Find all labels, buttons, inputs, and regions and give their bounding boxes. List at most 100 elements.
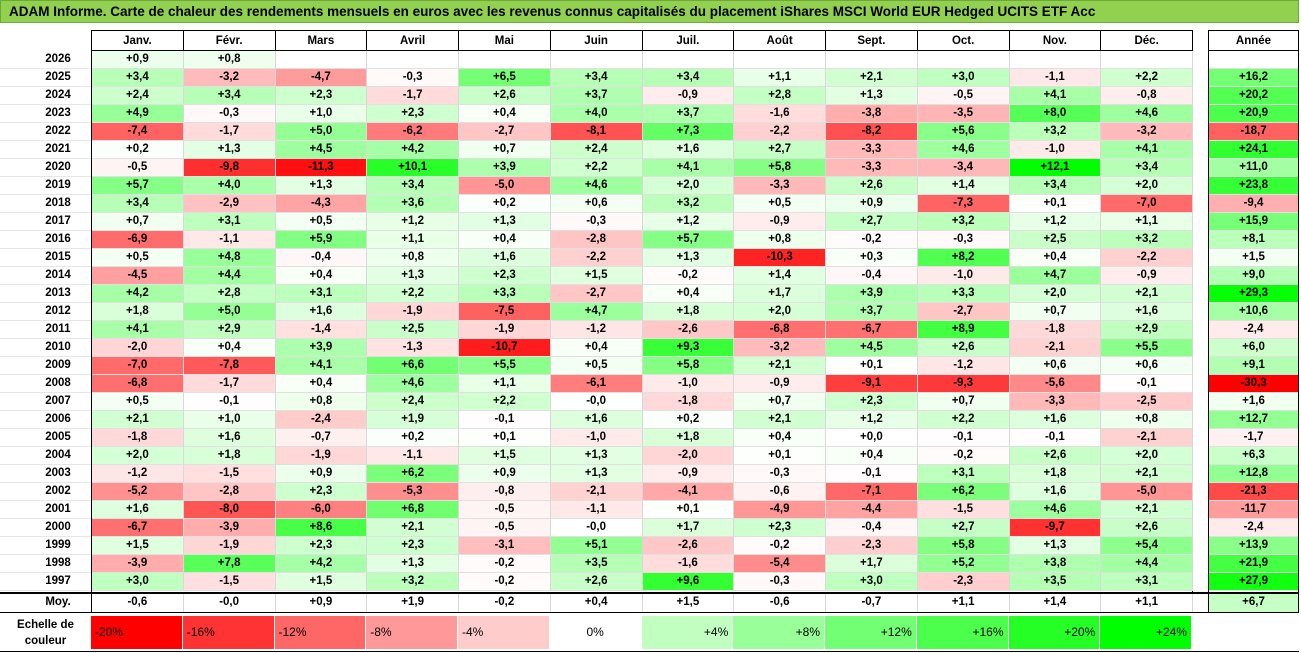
heatmap-cell: +0,4 — [1009, 249, 1102, 267]
month-header: Nov. — [1008, 30, 1102, 51]
heatmap-cell: +2,1 — [1101, 285, 1193, 303]
heatmap-cell: -1,0 — [1009, 141, 1102, 159]
heatmap-cell: +5,8 — [917, 537, 1010, 555]
scale-swatch: +8% — [733, 616, 825, 649]
heatmap-cell — [1101, 51, 1193, 69]
heatmap-cell: +3,4 — [92, 69, 184, 87]
heatmap-cell: +0,9 — [92, 51, 184, 69]
heatmap-cell: -0,8 — [459, 483, 551, 501]
year-label: 1997 — [45, 575, 71, 587]
heatmap-cell: -0,2 — [642, 267, 735, 285]
heatmap-cell: -5,3 — [367, 483, 459, 501]
heatmap-cell: -1,7 — [183, 375, 276, 393]
heatmap-cell — [459, 51, 551, 69]
year-label: 2018 — [45, 197, 71, 209]
heatmap-cell: -0,7 — [275, 429, 368, 447]
scale-swatch: -12% — [274, 616, 367, 649]
annual-cell: +21,9 — [1209, 555, 1298, 573]
heatmap-cell: +9,6 — [642, 573, 735, 591]
month-header: Sept. — [825, 30, 918, 51]
annual-cell — [1209, 51, 1298, 69]
heatmap-cell: +0,4 — [275, 375, 368, 393]
year-label: 2020 — [45, 161, 71, 173]
average-cell: +0,4 — [550, 594, 643, 612]
heatmap-cell: +3,4 — [183, 87, 276, 105]
heatmap-cell: -11,3 — [275, 159, 368, 177]
heatmap-cell: -0,2 — [459, 555, 551, 573]
heatmap-cell: -5,0 — [1101, 483, 1193, 501]
heatmap-cell: +1,6 — [1009, 483, 1102, 501]
heatmap-cell: -1,0 — [917, 267, 1010, 285]
month-header: Janv. — [91, 30, 184, 51]
heatmap-cell: +1,8 — [642, 303, 735, 321]
heatmap-cell: -7,8 — [183, 357, 276, 375]
heatmap-cell: +2,5 — [1009, 231, 1102, 249]
heatmap-cell: +3,2 — [367, 573, 459, 591]
annual-cell: +11,0 — [1209, 159, 1298, 177]
heatmap-cell: +1,5 — [92, 537, 184, 555]
heatmap-cell: -0,1 — [826, 465, 918, 483]
heatmap-cell: +3,7 — [826, 303, 918, 321]
heatmap-cell: -3,4 — [917, 159, 1010, 177]
heatmap-cell: -1,0 — [550, 429, 643, 447]
heatmap-cell: -0,2 — [826, 231, 918, 249]
heatmap-cell — [367, 51, 459, 69]
heatmap-cell — [734, 51, 826, 69]
row-rule — [0, 194, 91, 195]
heatmap-cell: -3,3 — [826, 159, 918, 177]
heatmap-cell: +3,9 — [459, 159, 551, 177]
heatmap-cell: -2,3 — [826, 537, 918, 555]
heatmap-cell: +0,3 — [826, 249, 918, 267]
month-header: Mai — [458, 30, 551, 51]
row-rule — [0, 428, 91, 429]
month-header: Déc. — [1100, 30, 1193, 51]
heatmap-cell: -4,4 — [826, 501, 918, 519]
heatmap-cell: +0,5 — [92, 393, 184, 411]
heatmap-cell: -0,4 — [826, 519, 918, 537]
heatmap-cell: -0,4 — [275, 249, 368, 267]
month-header: Août — [733, 30, 826, 51]
heatmap-cell: +0,5 — [550, 357, 643, 375]
row-rule — [0, 356, 91, 357]
heatmap-cell: -7,4 — [92, 123, 184, 141]
heatmap-cell: +2,0 — [1101, 447, 1193, 465]
heatmap-cell: +5,7 — [642, 231, 735, 249]
heatmap-cell: -5,6 — [1009, 375, 1102, 393]
heatmap-cell: +0,2 — [459, 195, 551, 213]
heatmap-cell: +4,2 — [367, 141, 459, 159]
heatmap-cell: +2,3 — [367, 105, 459, 123]
heatmap-cell: +2,4 — [550, 141, 643, 159]
heatmap-cell: +2,6 — [550, 573, 643, 591]
heatmap-cell: +8,6 — [275, 519, 368, 537]
annual-cell: +1,6 — [1209, 393, 1298, 411]
heatmap-cell: +0,8 — [275, 393, 368, 411]
year-label: 2001 — [45, 503, 71, 515]
heatmap-cell: -0,8 — [1101, 87, 1193, 105]
heatmap-cell: -3,3 — [734, 177, 826, 195]
heatmap-cell: +2,7 — [917, 519, 1010, 537]
row-rule — [0, 158, 91, 159]
heatmap-cell: +4,1 — [92, 321, 184, 339]
year-label: 2010 — [45, 341, 71, 353]
average-cell: +1,1 — [1101, 594, 1193, 612]
heatmap-cell: -2,6 — [642, 537, 735, 555]
row-rule — [0, 140, 91, 141]
heatmap-cell: +2,6 — [1009, 447, 1102, 465]
heatmap-cell: -3,9 — [92, 555, 184, 573]
scale-swatch: -16% — [182, 616, 275, 649]
heatmap-cell: +2,1 — [92, 411, 184, 429]
heatmap-cell: +1,1 — [459, 375, 551, 393]
heatmap-cell: +2,1 — [734, 357, 826, 375]
heatmap-cell: +2,9 — [1101, 321, 1193, 339]
heatmap-cell: +0,0 — [826, 429, 918, 447]
heatmap-cell: -0,4 — [826, 267, 918, 285]
heatmap-cell: +0,8 — [183, 51, 276, 69]
heatmap-cell: +3,4 — [550, 69, 643, 87]
average-separator — [0, 592, 1299, 594]
heatmap-cell: +6,6 — [367, 357, 459, 375]
heatmap-cell: +4,2 — [92, 285, 184, 303]
heatmap-cell: -6,8 — [734, 321, 826, 339]
heatmap-cell: -2,2 — [550, 249, 643, 267]
heatmap-cell: -1,0 — [642, 375, 735, 393]
heatmap-cell: -0,6 — [734, 483, 826, 501]
